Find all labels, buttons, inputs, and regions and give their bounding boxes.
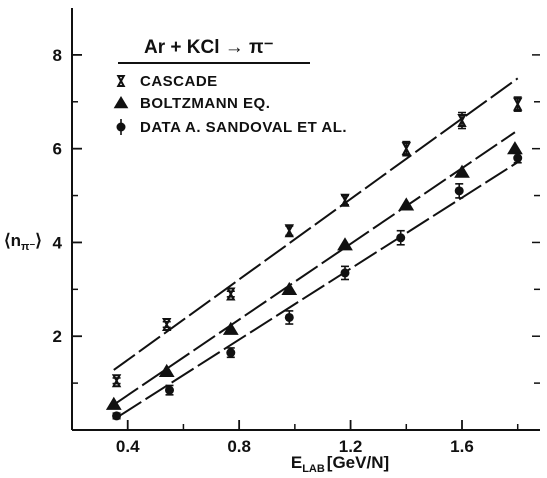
data-point: [284, 312, 294, 322]
cascade-point: [111, 374, 122, 388]
x-axis-label-unit: [GeV/N]: [327, 453, 389, 472]
legend-boltzmann-icon: [113, 96, 129, 109]
y-tick-label: 6: [53, 140, 62, 159]
y-tick-label: 8: [53, 46, 62, 65]
cascade-point: [340, 193, 350, 207]
cascade-point: [457, 114, 467, 128]
boltzmann-point: [337, 237, 353, 251]
x-axis-label: ELAB [GeV/N]: [291, 453, 389, 475]
boltzmann-point: [222, 321, 239, 335]
x-tick-label: 1.2: [339, 437, 363, 456]
fit-line: [118, 159, 522, 417]
cascade-point: [512, 97, 523, 111]
legend-label: BOLTZMANN EQ.: [140, 95, 270, 112]
boltzmann-point: [507, 141, 523, 155]
data-point: [513, 153, 523, 163]
axes: 0.4 0.8 1.2 1.6 2 4 6 8: [53, 8, 540, 456]
fit-line: [116, 131, 516, 404]
y-tick-label: 4: [53, 233, 63, 252]
boltzmann-point: [454, 164, 470, 178]
boltzmann-point: [398, 197, 415, 211]
boltzmann-point: [281, 281, 298, 295]
y-axis-label-close: ⟩: [35, 231, 42, 250]
axis-labels: ELAB [GeV/N] ⟨nπ⁻⟩: [4, 231, 389, 475]
legend-data-icon: [116, 122, 126, 132]
legend-label: DATA A. SANDOVAL ET AL.: [140, 119, 347, 136]
x-tick-label: 0.8: [227, 437, 251, 456]
y-axis-label-sub: π⁻: [21, 241, 35, 253]
x-tick-label: 1.6: [450, 437, 474, 456]
boltzmann-point: [158, 363, 175, 378]
y-axis-label: ⟨nπ⁻⟩: [4, 231, 42, 253]
data-point: [226, 348, 236, 358]
data-points: [105, 96, 523, 421]
legend-title: Ar + KCl → π⁻: [144, 37, 274, 58]
x-axis-label-main: E: [291, 453, 302, 472]
data-point: [454, 186, 464, 196]
data-point: [396, 233, 406, 243]
y-tick-label: 2: [53, 327, 62, 346]
cascade-point: [284, 224, 295, 238]
data-point: [340, 268, 350, 278]
data-point: [112, 411, 122, 421]
legend: Ar + KCl → π⁻ CASCADE BOLTZMANN EQ. DATA A.…: [113, 37, 347, 136]
legend-cascade-icon: [116, 75, 126, 87]
cascade-point: [226, 287, 236, 301]
legend-label: CASCADE: [140, 73, 218, 90]
x-tick-label: 0.4: [116, 437, 140, 456]
y-axis-label-main: ⟨n: [4, 231, 21, 250]
x-axis-label-sub: LAB: [302, 463, 325, 475]
fit-line: [113, 77, 519, 371]
boltzmann-point: [105, 396, 122, 410]
cascade-point: [161, 318, 172, 331]
data-point: [165, 385, 174, 395]
cascade-point: [401, 142, 412, 156]
fit-lines: [113, 77, 522, 417]
